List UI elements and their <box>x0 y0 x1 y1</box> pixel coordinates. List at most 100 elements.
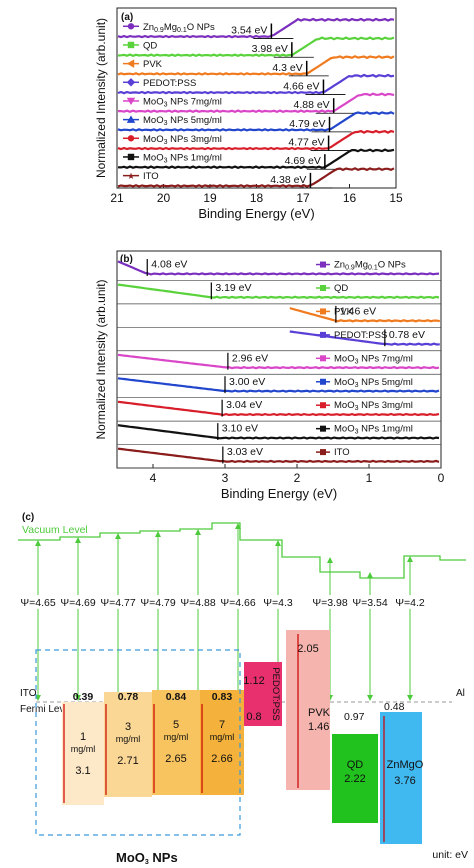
layer-unit: mg/ml <box>164 732 189 742</box>
panel-label: (b) <box>120 254 133 265</box>
cutoff-label: 4.66 eV <box>283 81 319 93</box>
legend-entry: MoO3 NPs 5mg/ml <box>334 377 413 389</box>
tick-label: 1 <box>366 471 373 485</box>
wf-bg <box>351 595 389 609</box>
wf-bg <box>259 595 297 609</box>
work-function-label: Ψ=4.79 <box>140 597 176 609</box>
offset-label: 2.05 <box>297 643 318 655</box>
series-line <box>117 17 395 39</box>
wf-bg <box>99 595 137 609</box>
layer-name: ZnMgO <box>387 759 424 771</box>
series-line <box>117 283 440 299</box>
y-axis-label: Normalized Intensity (arb.unit) <box>94 18 108 178</box>
legend-marker <box>126 97 136 106</box>
layer-block <box>332 734 378 823</box>
panel-c: (c)Vacuum Level ITO Fermi Level Al Ψ=4.65 Ψ=4… <box>18 512 468 866</box>
layer-name: PVK <box>308 707 331 719</box>
series-line <box>117 377 440 393</box>
legend-entry: MoO3 NPs 3mg/ml <box>143 134 222 146</box>
legend-marker <box>320 355 326 362</box>
wf-bg <box>179 595 217 609</box>
series-line <box>289 307 441 323</box>
layer-name: 1 <box>80 731 86 743</box>
offset-label: 0.39 <box>73 691 94 703</box>
legend-entry: QD <box>334 283 348 294</box>
work-function-label: Ψ=4.69 <box>60 597 96 609</box>
onset-label: 1.46 eV <box>340 305 376 317</box>
wf-bg <box>139 595 177 609</box>
cutoff-label: 4.79 eV <box>289 118 325 130</box>
legend-entry: MoO3 NPs 7mg/ml <box>143 96 222 108</box>
vacuum-level <box>18 522 466 579</box>
wf-arrowhead <box>75 537 81 543</box>
legend-entry: PEDOT:PSS <box>143 78 196 89</box>
legend-marker <box>320 449 326 456</box>
onset-label: 0.78 eV <box>389 329 425 341</box>
wf-arrowhead <box>367 695 373 701</box>
layer-block <box>104 692 152 797</box>
onset-label: 3.03 eV <box>227 446 263 458</box>
onset-label: 3.10 eV <box>222 423 258 435</box>
cutoff-label: 4.69 eV <box>285 155 321 167</box>
legend-marker <box>320 284 326 291</box>
wf-bg <box>59 595 97 609</box>
legend-marker <box>127 41 135 49</box>
fermi-label: Fermi Level <box>20 704 72 715</box>
series-line <box>117 36 395 57</box>
vacuum-label: Vacuum Level <box>22 524 88 536</box>
legend-entry: MoO3 NPs 5mg/ml <box>143 115 222 127</box>
moo3-group-box <box>35 649 241 836</box>
wf-bg <box>311 595 349 609</box>
layer-name: 3 <box>125 721 131 733</box>
legend-entry: PVK <box>143 59 163 70</box>
layer-block <box>244 662 282 726</box>
gap-label: 3.1 <box>75 765 90 777</box>
cutoff-label: 4.38 eV <box>270 174 306 186</box>
series-line <box>289 330 440 346</box>
offset-label: 0.78 <box>118 691 139 703</box>
cutoff-label: 3.98 eV <box>252 43 288 55</box>
onset-label: 4.08 eV <box>151 259 187 271</box>
panel-a: (a) 21 20 19 18 17 16 15 Binding Energy (eV) Norm… <box>94 7 403 221</box>
layer-block <box>152 690 200 795</box>
offset-label: 0.84 <box>166 691 187 703</box>
group-label: MoO3 NPs <box>116 850 178 866</box>
legend-entry: PVK <box>334 306 354 317</box>
cutoff-label: 4.77 eV <box>288 137 324 149</box>
onset-label: 3.00 eV <box>229 376 265 388</box>
gap-label: 3.76 <box>394 775 415 787</box>
legend-marker <box>127 135 135 142</box>
layer-name: PEDOT:PSS <box>270 667 281 720</box>
gap-label: 1.46 <box>308 721 329 733</box>
series-line <box>117 148 395 169</box>
al-label: Al <box>456 688 465 699</box>
wf-arrowhead <box>327 557 333 563</box>
work-function-label: Ψ=4.88 <box>180 597 216 609</box>
work-function-label: Ψ=4.3 <box>263 597 293 609</box>
tick-label: 19 <box>203 191 217 205</box>
gap-label: 2.71 <box>117 755 138 767</box>
wf-arrowhead <box>407 556 413 562</box>
work-function-label: Ψ=4.2 <box>395 597 425 609</box>
series-line <box>117 447 440 464</box>
wf-arrowhead <box>155 531 161 537</box>
series-line <box>117 260 440 276</box>
layer-block <box>200 690 244 795</box>
work-function-label: Ψ=4.77 <box>100 597 136 609</box>
tick-label: 4 <box>150 471 157 485</box>
wf-bg <box>391 595 429 609</box>
panel-label: (c) <box>22 512 34 523</box>
wf-arrowhead <box>367 572 373 578</box>
tick-label: 20 <box>157 191 171 205</box>
onset-label: 3.04 eV <box>226 399 262 411</box>
series-line <box>117 167 395 188</box>
tick-label: 18 <box>250 191 264 205</box>
series-line <box>118 92 395 113</box>
legend-entry: Zn0.9Mg0.1O NPs <box>334 260 406 272</box>
layer-unit: mg/ml <box>210 732 235 742</box>
gap-label: 0.8 <box>246 711 261 723</box>
legend-marker: ★ <box>127 171 135 181</box>
tick-label: 21 <box>110 191 124 205</box>
legend-marker <box>320 308 326 315</box>
